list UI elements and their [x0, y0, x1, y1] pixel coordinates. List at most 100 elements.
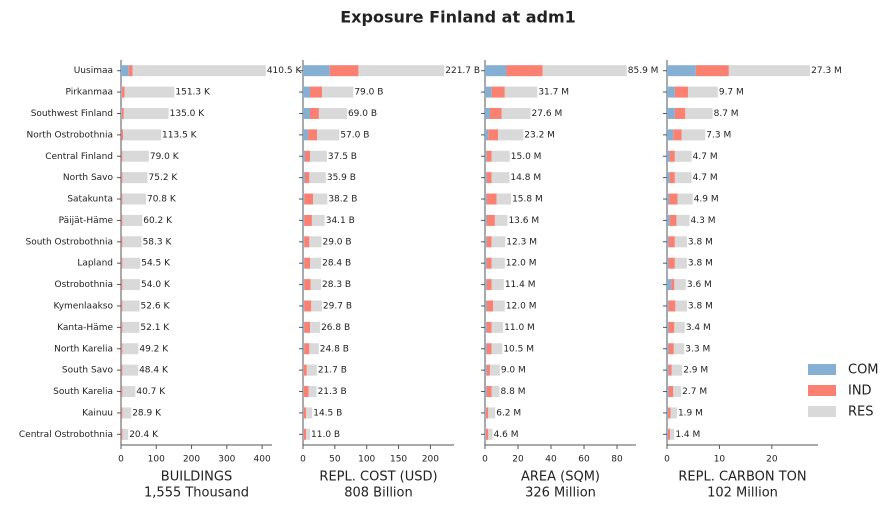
- bar-segment: [491, 386, 500, 398]
- x-tick-label: 20: [766, 455, 778, 465]
- total-label: 60.2 K: [143, 216, 173, 226]
- x-tick-label: 200: [422, 455, 439, 465]
- bar-segment: [132, 65, 266, 77]
- bar-segment: [121, 193, 123, 205]
- bar-segment: [667, 150, 670, 162]
- bar-segment: [674, 107, 686, 119]
- bar-segment: [303, 321, 305, 333]
- total-label: 3.8 M: [688, 237, 713, 247]
- bar-segment: [309, 172, 326, 184]
- bar-segment: [674, 279, 686, 291]
- bar-segment: [486, 300, 494, 312]
- bar-segment: [318, 107, 347, 119]
- bar-segment: [486, 150, 492, 162]
- bar-segment: [486, 193, 497, 205]
- bar-segment: [667, 428, 669, 440]
- total-label: 69.0 B: [348, 109, 377, 119]
- bar-segment: [667, 214, 670, 226]
- bar-segment: [303, 386, 309, 398]
- bar-segment: [485, 129, 489, 141]
- bar-segment: [687, 86, 718, 98]
- bar-segment: [493, 300, 505, 312]
- bar-segment: [122, 386, 136, 398]
- total-label: 113.5 K: [162, 130, 198, 140]
- total-label: 54.0 K: [141, 280, 171, 290]
- bar-segment: [303, 107, 311, 119]
- bar-segment: [489, 364, 500, 376]
- bar-segment: [303, 65, 330, 77]
- bar-segment: [303, 193, 305, 205]
- total-label: 8.8 M: [501, 387, 526, 397]
- x-axis-subtitle: 808 Billion: [344, 486, 413, 501]
- bar-segment: [667, 236, 669, 248]
- total-label: 27.6 M: [532, 109, 563, 119]
- bar-segment: [304, 279, 311, 291]
- total-label: 11.0 M: [504, 323, 535, 333]
- total-label: 48.4 K: [139, 366, 169, 376]
- bar-segment: [491, 236, 506, 248]
- total-label: 70.8 K: [147, 195, 177, 205]
- bar-segment: [485, 364, 487, 376]
- y-tick-label: Kainuu: [82, 408, 113, 418]
- total-label: 52.1 K: [140, 323, 170, 333]
- bar-segment: [669, 214, 677, 226]
- x-axis-label: BUILDINGS: [161, 470, 232, 485]
- x-axis-label: AREA (SQM): [521, 470, 600, 485]
- total-label: 14.5 B: [313, 408, 342, 418]
- total-label: 28.3 B: [322, 280, 351, 290]
- total-label: 52.6 K: [141, 301, 171, 311]
- bar-segment: [669, 150, 675, 162]
- bar-segment: [303, 300, 305, 312]
- bar-segment: [122, 193, 146, 205]
- legend-swatch: [808, 385, 836, 396]
- total-label: 37.5 B: [328, 152, 357, 162]
- total-label: 11.4 M: [505, 280, 536, 290]
- x-tick-label: 50: [329, 455, 341, 465]
- bar-segment: [303, 386, 304, 398]
- bar-segment: [121, 86, 125, 98]
- bar-segment: [667, 65, 696, 77]
- total-label: 410.5 K: [267, 66, 303, 76]
- bar-segment: [121, 364, 123, 376]
- y-tick-label: Central Ostrobothnia: [19, 430, 113, 440]
- bar-segment: [303, 364, 304, 376]
- total-label: 3.8 M: [688, 301, 713, 311]
- bar-segment: [311, 300, 322, 312]
- bar-segment: [668, 343, 674, 355]
- bar-segment: [668, 300, 676, 312]
- bar-segment: [486, 386, 492, 398]
- bar-segment: [667, 257, 669, 269]
- total-label: 20.4 K: [129, 430, 159, 440]
- bar-segment: [498, 129, 524, 141]
- bar-segment: [329, 65, 359, 77]
- bar-segment: [303, 428, 304, 440]
- y-tick-label: Kanta-Häme: [57, 323, 113, 333]
- bar-segment: [121, 214, 123, 226]
- bar-segment: [491, 257, 505, 269]
- bar-segment: [123, 129, 162, 141]
- bar-segment: [667, 386, 669, 398]
- y-tick-label: South Karelia: [53, 387, 113, 397]
- total-label: 14.8 M: [510, 173, 541, 183]
- bar-segment: [671, 364, 683, 376]
- total-label: 12.0 M: [506, 259, 537, 269]
- total-label: 7.3 M: [706, 130, 731, 140]
- bar-segment: [674, 321, 685, 333]
- bar-segment: [667, 129, 674, 141]
- bar-segment: [303, 236, 305, 248]
- total-label: 4.7 M: [693, 152, 718, 162]
- bar-segment: [303, 279, 305, 291]
- total-label: 9.7 M: [719, 88, 744, 98]
- bar-segment: [695, 65, 729, 77]
- bar-segment: [674, 172, 692, 184]
- total-label: 57.0 B: [340, 130, 369, 140]
- total-label: 29.0 B: [322, 237, 351, 247]
- bar-segment: [304, 236, 310, 248]
- y-tick-label: North Karelia: [54, 344, 113, 354]
- bar-segment: [667, 300, 669, 312]
- bar-segment: [310, 150, 327, 162]
- bar-segment: [485, 65, 507, 77]
- bar-segment: [121, 428, 123, 440]
- x-tick-label: 400: [254, 455, 271, 465]
- bar-segment: [489, 107, 502, 119]
